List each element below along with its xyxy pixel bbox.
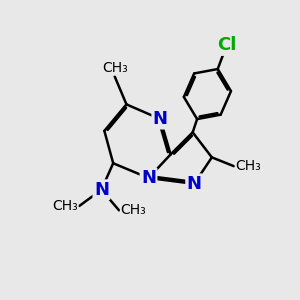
- Text: N: N: [141, 169, 156, 187]
- Text: CH₃: CH₃: [52, 199, 78, 213]
- Text: N: N: [94, 181, 109, 199]
- Text: Cl: Cl: [217, 37, 236, 55]
- Text: CH₃: CH₃: [236, 159, 261, 173]
- Text: N: N: [187, 175, 202, 193]
- Text: CH₃: CH₃: [102, 61, 128, 75]
- Text: CH₃: CH₃: [121, 203, 146, 218]
- Text: N: N: [153, 110, 168, 128]
